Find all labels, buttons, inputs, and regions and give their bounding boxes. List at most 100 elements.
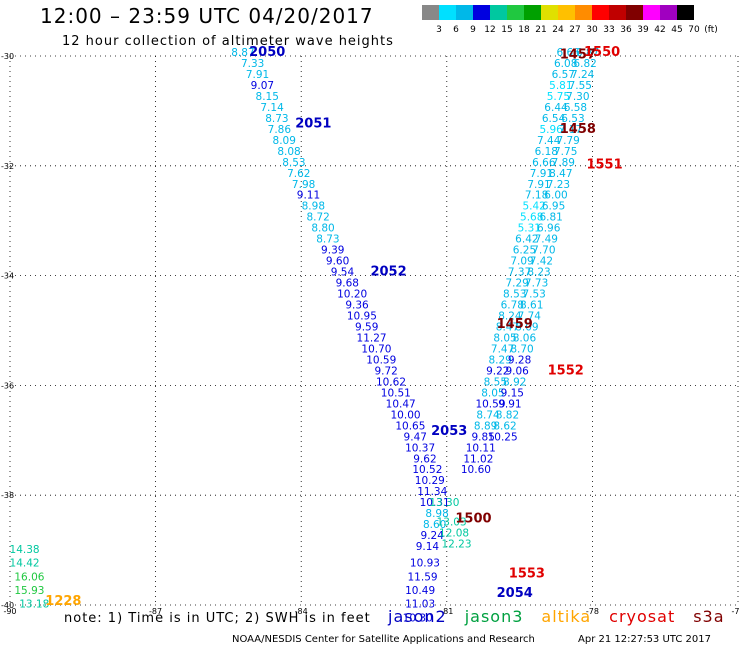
data-point-label: 7.42 — [530, 256, 553, 268]
color-swatch — [677, 5, 694, 20]
data-point-label: 9.28 — [508, 354, 531, 366]
timestamp-text: Apr 21 12:27:53 UTC 2017 — [578, 634, 711, 645]
x-tick-label: -84 — [295, 607, 308, 616]
data-point-label: 13.03 — [437, 516, 467, 528]
data-point-label: 6.25 — [513, 245, 536, 257]
mission-altika: altika — [541, 607, 592, 626]
color-swatch — [660, 5, 677, 20]
color-scale-tick: 45 — [671, 25, 683, 35]
color-swatch — [626, 5, 643, 20]
color-swatch — [490, 5, 507, 20]
data-point-label: 10.95 — [347, 311, 377, 323]
data-point-label: 8.24 — [498, 311, 522, 323]
data-point-label: 10.00 — [391, 409, 421, 421]
data-point-label: 9.47 — [404, 431, 427, 443]
data-point-label: 7.37 — [508, 267, 531, 279]
data-point-label: 9.22 — [486, 365, 509, 377]
data-point-label: 7.55 — [569, 80, 592, 92]
y-tick-label: -32 — [1, 162, 14, 171]
pass-time-label: 1500 — [455, 512, 491, 527]
data-point-label: 6.95 — [542, 201, 565, 213]
data-point-label: 7.91 — [530, 168, 553, 180]
data-point-label: 7.74 — [518, 311, 542, 323]
data-point-label: 8.05 — [481, 387, 504, 399]
data-point-label: 8.60 — [423, 519, 446, 531]
data-point-label: 9.60 — [326, 256, 349, 268]
data-point-label: 6.53 — [561, 113, 584, 125]
data-point-label: 6.42 — [515, 234, 538, 246]
data-point-label: 12.08 — [439, 527, 469, 539]
data-point-label: 5.68 — [520, 212, 543, 224]
data-point-label: 9.91 — [498, 398, 521, 410]
data-point-label: 6.66 — [556, 47, 580, 59]
data-point-label: 5.42 — [522, 201, 545, 213]
data-point-label: 7.49 — [535, 234, 558, 246]
color-swatch — [473, 5, 490, 20]
pass-time-label: 2050 — [249, 45, 285, 60]
data-point-label: 6.82 — [573, 58, 596, 70]
mission-jason3: jason3 — [464, 607, 524, 626]
data-point-label: 8.73 — [316, 234, 339, 246]
color-swatch — [558, 5, 575, 20]
data-point-label: 7.70 — [532, 245, 555, 257]
data-point-label: 7.91 — [527, 179, 550, 191]
data-point-label: 9.68 — [336, 278, 359, 290]
color-scale-tick: 9 — [470, 25, 476, 35]
color-swatch — [643, 5, 660, 20]
data-point-label: 6.81 — [539, 212, 562, 224]
y-tick-label: -40 — [1, 601, 14, 610]
data-point-label: 8.62 — [493, 420, 516, 432]
data-point-label: 6.87 — [576, 47, 599, 59]
data-point-label: 6.57 — [552, 69, 575, 81]
x-tick-label: -87 — [149, 607, 162, 616]
pass-time-label: 2052 — [370, 265, 406, 280]
data-point-label: 6.58 — [564, 102, 587, 114]
data-point-label: 6.96 — [537, 223, 561, 235]
mission-legend: jason2 jason3 altika cryosat s3a — [388, 607, 740, 626]
data-point-label: 10.25 — [488, 431, 518, 443]
data-point-label: 9.72 — [374, 365, 397, 377]
color-scale-tick: 70 — [688, 25, 700, 35]
chart-subtitle: 12 hour collection of altimeter wave hei… — [62, 34, 394, 49]
data-point-label: 7.62 — [287, 168, 310, 180]
data-point-label: 8.29 — [488, 354, 511, 366]
data-point-label: 8.08 — [277, 146, 300, 158]
data-point-label: 10.70 — [361, 343, 391, 355]
data-point-label: 7.91 — [246, 69, 269, 81]
data-point-label: 10.29 — [415, 475, 445, 487]
data-point-label: 7.86 — [268, 124, 292, 136]
data-point-label: 13.30 — [429, 497, 459, 509]
color-scale-tick: 6 — [453, 25, 459, 35]
data-point-label: 5.75 — [547, 91, 570, 103]
data-point-label: 8.61 — [520, 300, 543, 312]
pass-time-label: 1550 — [584, 45, 620, 60]
data-point-label: 8.05 — [493, 332, 516, 344]
color-swatch — [575, 5, 592, 20]
pass-time-label: 1552 — [548, 363, 584, 378]
data-point-label: 7.73 — [525, 278, 548, 290]
y-tick-label: -36 — [1, 381, 14, 390]
data-point-label: 6.18 — [535, 146, 558, 158]
data-point-label: 9.15 — [501, 387, 524, 399]
data-point-label: 7.30 — [566, 91, 589, 103]
data-point-label: 13.18 — [19, 599, 49, 611]
mission-jason2: jason2 — [388, 607, 447, 626]
data-point-label: 6.66 — [532, 157, 556, 169]
pass-time-label: 1551 — [586, 158, 622, 173]
data-point-label: 8.09 — [515, 322, 538, 334]
x-tick-label: -78 — [586, 607, 599, 616]
data-point-label: 10.59 — [366, 354, 396, 366]
color-scale-tick: 12 — [484, 25, 496, 35]
data-point-label: 10.51 — [381, 387, 411, 399]
data-point-label: 11.34 — [417, 486, 447, 498]
y-tick-label: -38 — [1, 491, 14, 500]
pass-time-label: 1457 — [560, 48, 596, 63]
color-swatch — [541, 5, 558, 20]
data-point-label: 8.47 — [549, 168, 572, 180]
data-point-label: 14.42 — [10, 558, 40, 570]
chart-note: note: 1) Time is in UTC; 2) SWH is in fe… — [64, 611, 371, 626]
data-point-label: 8.06 — [513, 332, 537, 344]
color-scale-tick: 24 — [552, 25, 564, 35]
data-point-label: 7.17 — [559, 124, 582, 136]
